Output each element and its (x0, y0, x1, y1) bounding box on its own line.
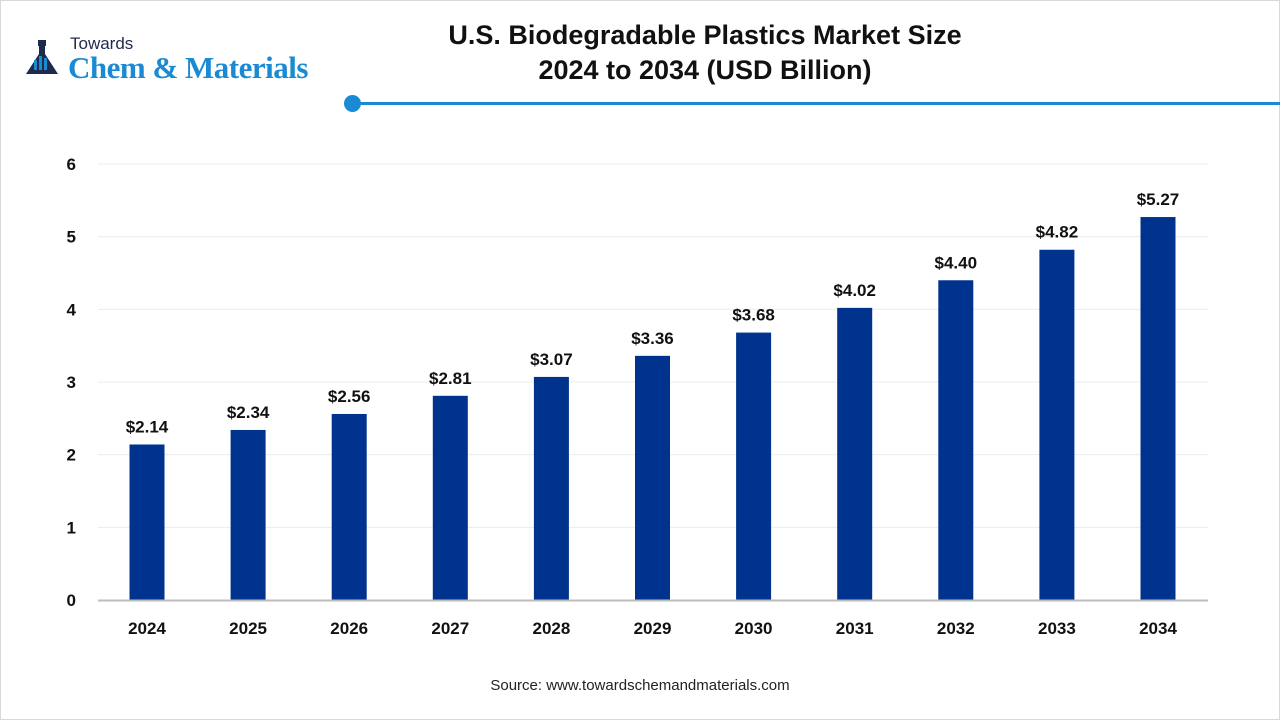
flask-icon (24, 38, 64, 78)
x-tick-label: 2024 (128, 619, 166, 638)
x-tick-label: 2027 (431, 619, 469, 638)
bar-2031 (837, 307, 873, 600)
y-tick-label: 2 (67, 446, 76, 465)
data-label: $2.56 (328, 387, 371, 406)
title-underline (360, 102, 1280, 105)
data-label: $5.27 (1137, 190, 1180, 209)
bar-2034 (1140, 217, 1176, 600)
y-tick-label: 1 (67, 518, 76, 537)
title-line-1: U.S. Biodegradable Plastics Market Size (448, 20, 962, 50)
bar-2032 (938, 280, 974, 600)
data-label: $2.34 (227, 403, 270, 422)
data-label: $2.14 (126, 417, 169, 436)
x-tick-label: 2026 (330, 619, 368, 638)
y-tick-label: 4 (67, 300, 77, 319)
data-label: $3.07 (530, 350, 573, 369)
y-tick-label: 6 (67, 155, 76, 174)
data-label: $4.40 (935, 253, 978, 272)
data-label: $2.81 (429, 369, 472, 388)
bar-2029 (635, 355, 670, 600)
y-tick-label: 0 (67, 591, 76, 610)
data-label: $4.82 (1036, 223, 1079, 242)
bar-2025 (230, 429, 266, 600)
bar-2033 (1039, 249, 1075, 600)
x-tick-label: 2033 (1038, 619, 1076, 638)
source-note: Source: www.towardschemandmaterials.com (490, 677, 790, 694)
title-dot (344, 95, 361, 112)
bar-2024 (129, 444, 165, 600)
bar-2028 (533, 376, 569, 600)
data-label: $3.68 (732, 306, 775, 325)
bar-2030 (736, 332, 772, 600)
x-tick-label: 2034 (1139, 619, 1177, 638)
y-tick-label: 3 (67, 373, 76, 392)
data-label: $4.02 (833, 281, 876, 300)
x-tick-label: 2025 (229, 619, 267, 638)
x-tick-label: 2028 (532, 619, 570, 638)
x-tick-label: 2029 (634, 619, 672, 638)
title-line-2: 2024 to 2034 (USD Billion) (538, 55, 872, 85)
logo: Towards Chem & Materials (24, 34, 344, 85)
data-label: $3.36 (631, 329, 674, 348)
bar-2026 (331, 413, 367, 600)
x-tick-label: 2031 (836, 619, 874, 638)
logo-text-towards: Towards (70, 34, 134, 53)
y-tick-label: 5 (67, 228, 76, 247)
chart-title: U.S. Biodegradable Plastics Market Size … (400, 18, 1010, 88)
logo-text-main: Chem & Materials (68, 50, 308, 85)
x-tick-label: 2030 (735, 619, 773, 638)
x-tick-label: 2032 (937, 619, 975, 638)
bar-2027 (432, 395, 468, 600)
